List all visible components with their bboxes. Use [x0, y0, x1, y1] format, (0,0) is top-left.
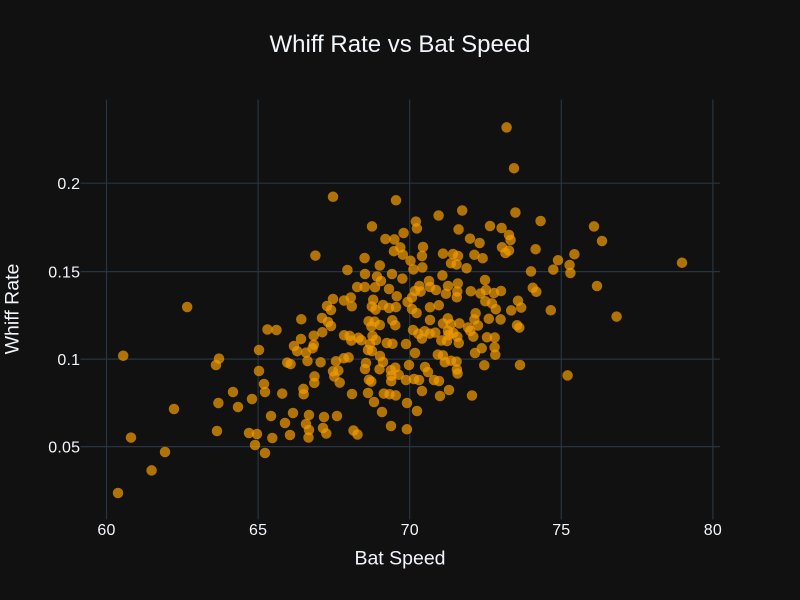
- svg-text:60: 60: [97, 522, 115, 539]
- svg-text:65: 65: [249, 522, 267, 539]
- svg-text:Whiff Rate: Whiff Rate: [2, 264, 24, 355]
- svg-text:80: 80: [704, 522, 722, 539]
- svg-text:70: 70: [401, 522, 419, 539]
- svg-text:0.2: 0.2: [57, 176, 80, 193]
- svg-text:0.05: 0.05: [48, 439, 80, 456]
- svg-text:75: 75: [552, 522, 570, 539]
- svg-text:Whiff Rate vs Bat Speed: Whiff Rate vs Bat Speed: [269, 31, 530, 58]
- svg-text:0.15: 0.15: [48, 264, 80, 281]
- svg-text:0.1: 0.1: [57, 352, 80, 369]
- svg-text:Bat Speed: Bat Speed: [354, 548, 445, 570]
